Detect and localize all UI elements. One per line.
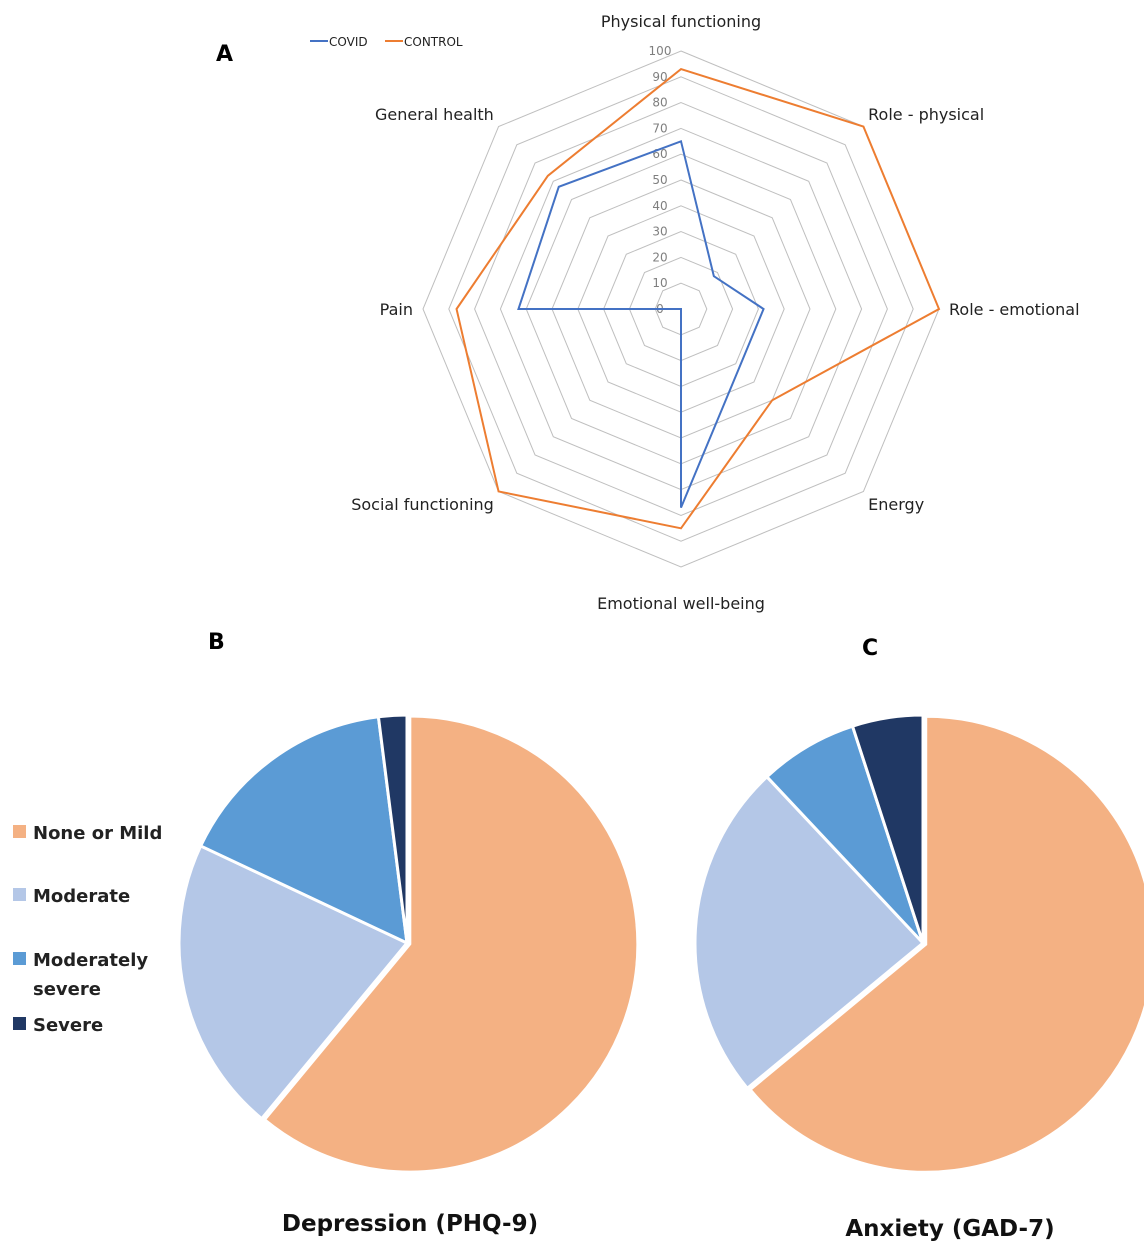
pie-slice-moderately-severe	[198, 715, 409, 946]
legend-swatch-moderately-severe	[13, 952, 26, 965]
radar-axis-labels: Physical functioning Role - physical Role …	[351, 12, 1079, 613]
legend-label-severe-line2: severe	[33, 979, 101, 1000]
radar-axis-label: Emotional well-being	[597, 594, 765, 613]
pie-title-anxiety: Anxiety (GAD-7)	[845, 1216, 1054, 1242]
radar-axis-label: General health	[375, 105, 494, 124]
radar-axis-label: Role - emotional	[949, 300, 1080, 319]
radar-tick-label: 100	[649, 44, 672, 58]
pie-slice-severe	[850, 713, 925, 944]
radar-grid	[422, 50, 940, 568]
radar-axis-label: Energy	[868, 495, 924, 514]
panel-letter-c: C	[862, 636, 879, 661]
legend-swatch-none-or-mild	[13, 825, 26, 838]
radar-axis-label: Role - physical	[868, 105, 984, 124]
radar-tick-label: 30	[652, 225, 667, 239]
legend-label-moderate: Moderate	[33, 886, 130, 907]
radar-tick-label: 50	[652, 173, 667, 187]
pie-title-depression: Depression (PHQ-9)	[282, 1211, 538, 1237]
pie-chart-depression	[177, 713, 640, 1174]
radar-tick-label: 20	[652, 250, 667, 264]
pie-slice-none-or-mild	[262, 714, 640, 1174]
panel-letter-a: A	[216, 42, 234, 67]
radar-series-covid	[517, 139, 765, 509]
legend-label-moderately: Moderately	[33, 950, 148, 971]
radar-legend: COVID CONTROL	[310, 35, 463, 49]
radar-gridline	[474, 102, 888, 516]
radar-tick-label: 80	[652, 96, 667, 110]
pie-slice-severe	[376, 713, 409, 944]
radar-series-control	[455, 67, 941, 530]
pie-slice-moderate	[177, 843, 410, 1121]
pie-chart-anxiety	[693, 713, 1144, 1174]
legend-swatch-moderate	[13, 888, 26, 901]
legend-swatch-severe	[13, 1017, 26, 1030]
legend-label-none-or-mild: None or Mild	[33, 823, 162, 844]
pie-slice-none-or-mild	[747, 714, 1144, 1174]
pie-legend: None or Mild Moderate Moderately severe …	[13, 823, 162, 1036]
legend-label-severe: Severe	[33, 1015, 103, 1036]
radar-tick-label: 90	[652, 70, 667, 84]
legend-control-label: CONTROL	[404, 35, 463, 49]
legend-covid-label: COVID	[329, 35, 368, 49]
radar-gridline	[448, 76, 914, 542]
radar-axis-label: Social functioning	[351, 495, 494, 514]
pie-slice-moderate	[693, 774, 926, 1091]
radar-tick-label: 70	[652, 121, 667, 135]
radar-series	[455, 67, 941, 530]
panel-letter-b: B	[208, 630, 225, 655]
radar-tick-label: 10	[652, 276, 667, 290]
radar-tick-label: 40	[652, 199, 667, 213]
radar-axis-label: Pain	[380, 300, 413, 319]
radar-axis-label: Physical functioning	[601, 12, 761, 31]
